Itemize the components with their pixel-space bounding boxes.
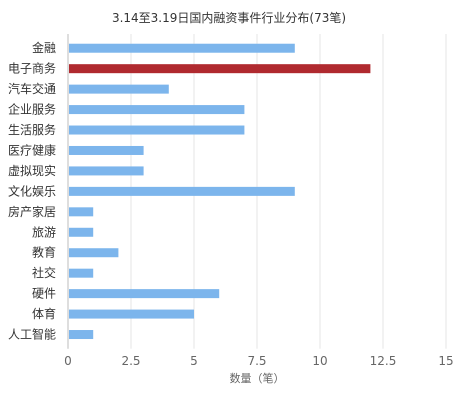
category-label: 人工智能 [8, 327, 56, 342]
x-axis-label: 数量（笔） [230, 371, 285, 385]
category-labels: 金融电子商务汽车交通企业服务生活服务医疗健康虚拟现实文化娱乐房产家居旅游教育社交… [8, 40, 56, 341]
bar [69, 268, 94, 278]
bar [69, 105, 245, 115]
category-label: 电子商务 [8, 61, 56, 76]
x-tick-label: 10 [312, 354, 327, 368]
category-label: 社交 [32, 265, 56, 280]
bar [69, 64, 371, 74]
bar [69, 309, 194, 319]
bar [69, 84, 169, 94]
bar [69, 289, 220, 299]
bar [69, 125, 245, 135]
category-label: 金融 [32, 40, 56, 55]
category-label: 房产家居 [8, 204, 56, 219]
category-label: 体育 [32, 306, 56, 321]
bar [69, 145, 144, 155]
x-tick-label: 12.5 [370, 354, 397, 368]
bars [69, 43, 371, 340]
x-tick-label: 2.5 [121, 354, 140, 368]
category-label: 旅游 [32, 225, 56, 239]
bar [69, 227, 94, 237]
chart-title: 3.14至3.19日国内融资事件行业分布(73笔) [112, 10, 346, 25]
category-label: 企业服务 [8, 102, 56, 117]
bar [69, 330, 94, 340]
category-label: 医疗健康 [8, 142, 56, 157]
bar [69, 207, 94, 217]
bar [69, 186, 295, 196]
category-label: 虚拟现实 [8, 163, 56, 178]
x-tick-label: 15 [438, 354, 453, 368]
x-tick-labels: 0 2.5 5 7.5 10 12.5 15 [64, 354, 453, 368]
category-label: 文化娱乐 [8, 183, 56, 198]
bar [69, 248, 119, 258]
category-label: 生活服务 [8, 122, 56, 137]
bar [69, 43, 295, 53]
category-label: 硬件 [32, 287, 56, 301]
category-label: 教育 [32, 245, 56, 260]
x-tick-label: 7.5 [247, 354, 266, 368]
category-label: 汽车交通 [8, 81, 56, 96]
bar [69, 166, 144, 176]
x-tick-label: 5 [190, 354, 198, 368]
x-tick-label: 0 [64, 354, 72, 368]
